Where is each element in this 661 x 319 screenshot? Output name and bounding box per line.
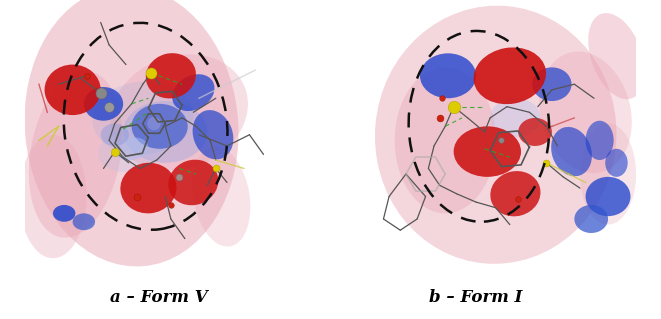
Ellipse shape	[375, 6, 617, 264]
Ellipse shape	[100, 123, 129, 146]
Ellipse shape	[605, 149, 628, 177]
Ellipse shape	[453, 126, 521, 177]
Ellipse shape	[73, 213, 95, 230]
Text: a – Form V: a – Form V	[110, 289, 208, 306]
Ellipse shape	[19, 135, 87, 258]
Ellipse shape	[586, 121, 613, 160]
Ellipse shape	[395, 67, 496, 213]
Ellipse shape	[84, 87, 123, 121]
Ellipse shape	[192, 146, 251, 247]
Text: b – Form I: b – Form I	[429, 289, 523, 306]
Ellipse shape	[586, 177, 631, 216]
Ellipse shape	[93, 81, 193, 154]
Ellipse shape	[551, 127, 592, 176]
Ellipse shape	[98, 125, 165, 172]
Ellipse shape	[490, 98, 541, 137]
Ellipse shape	[420, 53, 476, 98]
Ellipse shape	[169, 160, 218, 205]
Ellipse shape	[473, 48, 546, 104]
Ellipse shape	[146, 53, 196, 99]
Ellipse shape	[115, 137, 148, 160]
Ellipse shape	[123, 101, 208, 163]
Ellipse shape	[172, 74, 215, 111]
Ellipse shape	[532, 67, 572, 101]
Ellipse shape	[192, 110, 233, 160]
Ellipse shape	[24, 0, 239, 266]
Ellipse shape	[120, 163, 176, 213]
Ellipse shape	[44, 64, 100, 115]
Ellipse shape	[518, 118, 552, 146]
Ellipse shape	[148, 117, 160, 130]
Ellipse shape	[29, 71, 122, 238]
Ellipse shape	[132, 104, 188, 149]
Ellipse shape	[574, 205, 608, 233]
Ellipse shape	[580, 123, 636, 225]
Ellipse shape	[110, 54, 248, 170]
Ellipse shape	[588, 13, 644, 99]
Ellipse shape	[539, 51, 632, 173]
Ellipse shape	[490, 171, 541, 216]
Ellipse shape	[53, 205, 75, 222]
